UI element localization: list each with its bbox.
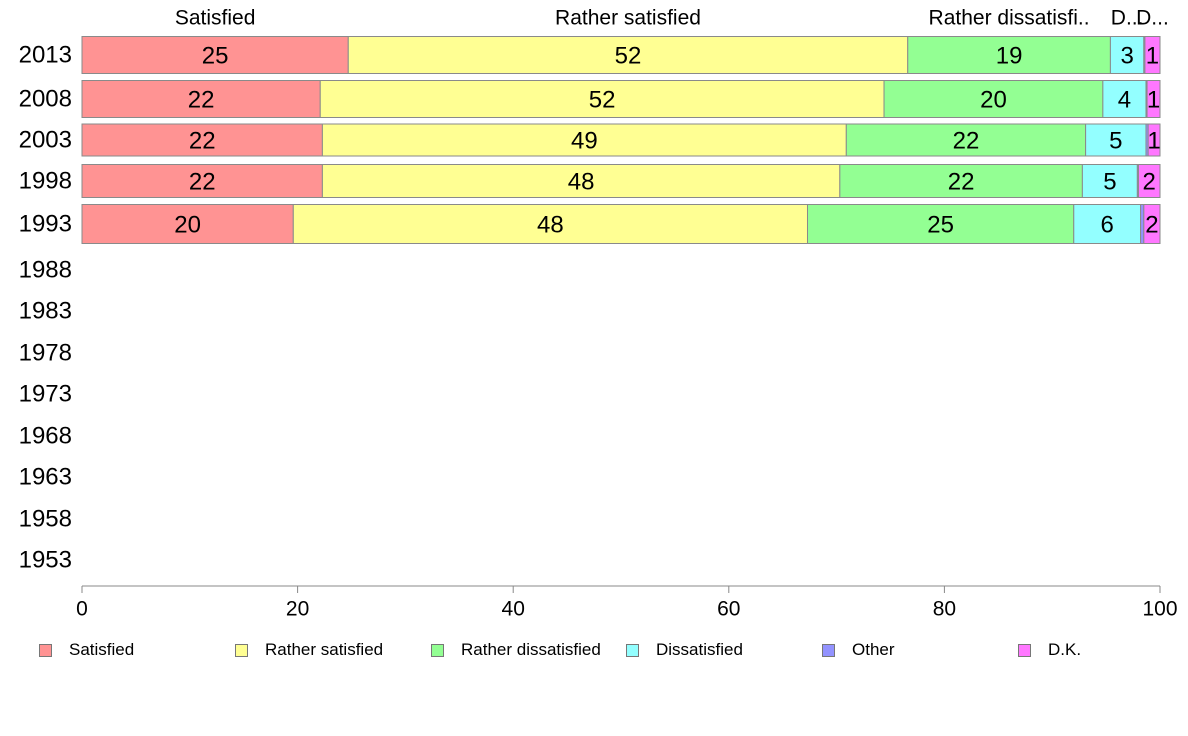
data-label: 22 bbox=[188, 87, 215, 114]
data-label: 22 bbox=[948, 169, 975, 196]
y-tick-label: 2013 bbox=[19, 42, 72, 69]
y-tick-label: 1998 bbox=[19, 168, 72, 195]
y-tick-label: 1978 bbox=[19, 340, 72, 367]
legend-swatch bbox=[39, 643, 52, 657]
chart-legend: Satisfied Rather satisfied Rather dissatis… bbox=[0, 636, 1188, 666]
data-label: 22 bbox=[189, 169, 216, 196]
bar-segment bbox=[1144, 36, 1161, 74]
legend-label: D.K. bbox=[1048, 640, 1082, 659]
legend-item: Other bbox=[822, 636, 895, 664]
legend-label: Rather dissatisfied bbox=[461, 640, 601, 659]
legend-swatch bbox=[235, 643, 248, 657]
x-tick-label: 40 bbox=[502, 598, 525, 621]
y-tick-label: 1958 bbox=[19, 506, 72, 533]
data-label: 48 bbox=[537, 212, 564, 239]
bar-segment bbox=[1147, 123, 1161, 157]
bar-segment bbox=[1143, 204, 1161, 244]
data-label: 19 bbox=[996, 43, 1023, 70]
data-label: 49 bbox=[571, 128, 598, 155]
bar-segment bbox=[883, 80, 1104, 118]
legend-swatch bbox=[626, 643, 639, 657]
legend-swatch bbox=[431, 643, 444, 657]
y-tick-label: 1953 bbox=[19, 547, 72, 574]
bar-segment bbox=[907, 36, 1111, 74]
data-label: 20 bbox=[980, 87, 1007, 114]
bar-segment bbox=[1081, 164, 1138, 198]
bar-segment bbox=[81, 80, 321, 118]
legend-item: D.K. bbox=[1018, 636, 1081, 664]
series-top-label: Rather satisfied bbox=[555, 7, 701, 30]
series-top-label: D... bbox=[1111, 7, 1144, 30]
x-tick-label: 20 bbox=[286, 598, 309, 621]
series-top-label: D... bbox=[1136, 7, 1169, 30]
y-tick-label: 1988 bbox=[19, 257, 72, 284]
y-tick-label: 1993 bbox=[19, 211, 72, 238]
data-label: 2 bbox=[1143, 169, 1156, 196]
bar-segment bbox=[1102, 80, 1147, 118]
legend-item: Rather dissatisfied bbox=[431, 636, 601, 664]
x-tick-label: 100 bbox=[1142, 598, 1177, 621]
series-top-label: Rather dissatisfi.. bbox=[929, 7, 1090, 30]
data-label: 3 bbox=[1120, 43, 1133, 70]
series-top-label: Satisfied bbox=[175, 7, 256, 30]
y-tick-label: 2003 bbox=[19, 127, 72, 154]
data-label: 4 bbox=[1118, 87, 1131, 114]
data-label: 6 bbox=[1100, 212, 1113, 239]
bar-segment bbox=[347, 36, 909, 74]
data-label: 25 bbox=[202, 43, 229, 70]
legend-swatch bbox=[1018, 643, 1031, 657]
bar-segment bbox=[1085, 123, 1147, 157]
data-label: 2 bbox=[1145, 212, 1158, 239]
legend-label: Dissatisfied bbox=[656, 640, 743, 659]
legend-item: Rather satisfied bbox=[235, 636, 383, 664]
data-label: 5 bbox=[1103, 169, 1116, 196]
data-label: 22 bbox=[953, 128, 980, 155]
x-tick-label: 60 bbox=[717, 598, 740, 621]
bar-segment bbox=[1146, 80, 1161, 118]
y-tick-label: 1983 bbox=[19, 298, 72, 325]
y-tick-label: 1973 bbox=[19, 381, 72, 408]
bar-segment bbox=[319, 80, 885, 118]
bar-segment bbox=[806, 204, 1075, 244]
legend-swatch bbox=[822, 643, 835, 657]
y-tick-label: 1968 bbox=[19, 423, 72, 450]
data-label: 1 bbox=[1147, 87, 1160, 114]
data-label: 1 bbox=[1146, 43, 1159, 70]
bar-segment bbox=[81, 204, 294, 244]
data-label: 25 bbox=[927, 212, 954, 239]
x-tick-label: 0 bbox=[76, 598, 88, 621]
data-label: 1 bbox=[1147, 128, 1160, 155]
legend-item: Dissatisfied bbox=[626, 636, 743, 664]
bar-segment bbox=[81, 36, 349, 74]
y-tick-label: 1963 bbox=[19, 464, 72, 491]
data-label: 52 bbox=[589, 87, 616, 114]
data-label: 52 bbox=[615, 43, 642, 70]
bar-segment bbox=[292, 204, 808, 244]
y-tick-label: 2008 bbox=[19, 86, 72, 113]
bar-segment bbox=[1137, 164, 1161, 198]
data-label: 22 bbox=[189, 128, 216, 155]
data-label: 5 bbox=[1109, 128, 1122, 155]
data-label: 48 bbox=[568, 169, 595, 196]
legend-item: Satisfied bbox=[39, 636, 134, 664]
x-tick-label: 80 bbox=[933, 598, 956, 621]
legend-label: Satisfied bbox=[69, 640, 135, 659]
data-label: 20 bbox=[174, 212, 201, 239]
bar-segment bbox=[321, 123, 847, 157]
legend-label: Other bbox=[852, 640, 895, 659]
legend-label: Rather satisfied bbox=[265, 640, 384, 659]
